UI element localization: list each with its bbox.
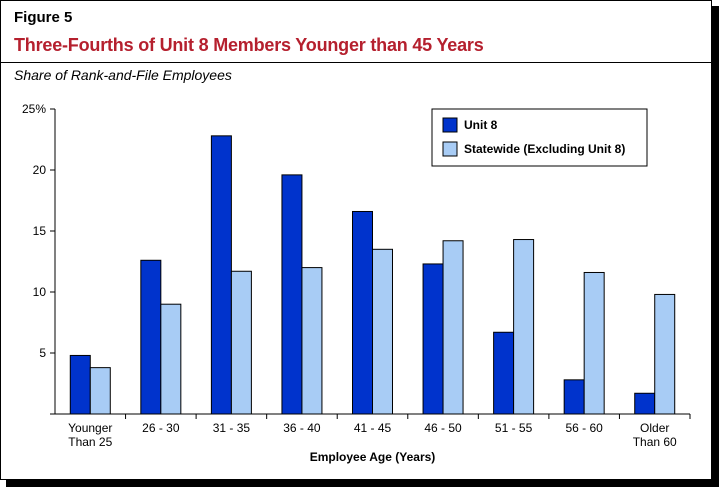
x-tick-label: 41 - 45 xyxy=(354,421,392,435)
x-axis-title: Employee Age (Years) xyxy=(310,450,436,464)
bar-unit8 xyxy=(69,354,91,415)
bar-statewide xyxy=(513,239,535,415)
legend-box xyxy=(431,108,648,167)
x-tick-label: Younger xyxy=(68,421,112,435)
bar-unit8 xyxy=(422,263,444,415)
bar-statewide xyxy=(301,267,323,415)
figure-label: Figure 5 xyxy=(14,9,73,26)
bar-unit8 xyxy=(563,379,585,415)
y-tick-label: 25% xyxy=(22,102,46,116)
legend-swatch-statewide xyxy=(442,141,458,157)
y-tick-label: 20 xyxy=(33,163,47,177)
chart-subtitle: Share of Rank-and-File Employees xyxy=(14,67,232,83)
bar-statewide xyxy=(89,367,111,415)
x-tick-label: 51 - 55 xyxy=(495,421,533,435)
legend-swatch-unit8 xyxy=(442,117,458,133)
bar-unit8 xyxy=(140,259,162,415)
legend-label-unit8: Unit 8 xyxy=(464,118,498,132)
x-tick-label: Older xyxy=(640,421,669,435)
bar-statewide xyxy=(654,293,676,415)
bar-unit8 xyxy=(281,174,303,415)
x-tick-label: 36 - 40 xyxy=(283,421,321,435)
bar-unit8 xyxy=(210,135,232,415)
bar-statewide xyxy=(230,270,252,415)
x-tick-label: 56 - 60 xyxy=(565,421,603,435)
y-tick-label: 5 xyxy=(39,346,46,360)
bar-statewide xyxy=(583,271,605,415)
bar-statewide xyxy=(372,248,393,415)
bar-unit8 xyxy=(634,392,656,415)
title-divider xyxy=(0,62,712,63)
x-tick-label: 46 - 50 xyxy=(424,421,462,435)
x-tick-label: 26 - 30 xyxy=(142,421,180,435)
x-tick-label: Than 25 xyxy=(68,435,112,449)
legend-label-statewide: Statewide (Excluding Unit 8) xyxy=(464,142,625,156)
x-tick-label: Than 60 xyxy=(633,435,677,449)
bar-statewide xyxy=(442,240,464,415)
y-tick-label: 10 xyxy=(33,285,47,299)
bar-statewide xyxy=(160,303,182,415)
x-tick-label: 31 - 35 xyxy=(213,421,251,435)
bar-unit8 xyxy=(352,210,373,415)
y-tick-label: 15 xyxy=(33,224,47,238)
figure-title: Three-Fourths of Unit 8 Members Younger … xyxy=(14,35,484,55)
bar-unit8 xyxy=(493,331,515,415)
